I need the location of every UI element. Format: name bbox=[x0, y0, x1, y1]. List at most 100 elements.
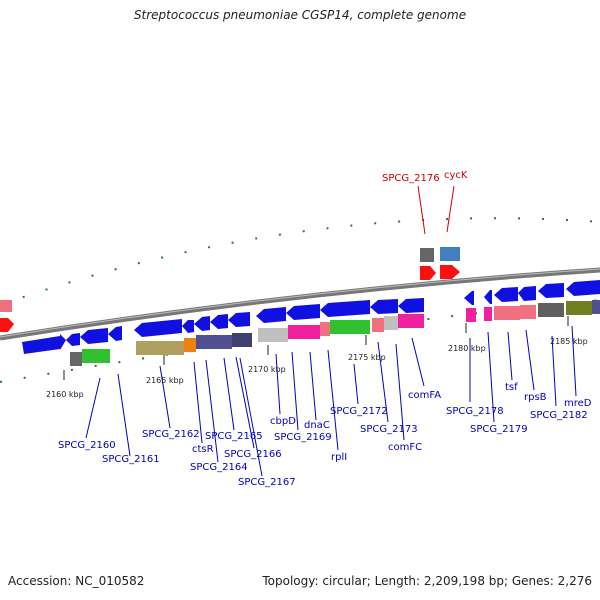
gene-arrow bbox=[134, 319, 182, 337]
genome-backbone bbox=[0, 267, 600, 341]
class-bar bbox=[384, 316, 398, 330]
leader-line bbox=[395, 343, 405, 441]
gene-arrow bbox=[0, 318, 14, 332]
leader-line bbox=[275, 353, 281, 415]
tick-label: 2165 kbp bbox=[146, 376, 184, 385]
leader-line bbox=[117, 373, 131, 457]
gene-arrow bbox=[494, 287, 518, 302]
leader-line bbox=[411, 337, 425, 387]
leader-line bbox=[223, 357, 235, 431]
gene-arrow bbox=[370, 299, 398, 314]
gene-label: SPCG_2169 bbox=[274, 432, 332, 443]
gene-label: SPCG_2178 bbox=[446, 406, 504, 417]
gene-arrow bbox=[398, 298, 424, 313]
gene-arrow bbox=[66, 333, 80, 346]
gene-arrow bbox=[538, 283, 564, 298]
leader-lines bbox=[85, 185, 577, 477]
tick-label: 2185 kbp bbox=[550, 337, 588, 346]
class-bar bbox=[0, 300, 12, 312]
gene-label: mreD bbox=[564, 398, 592, 409]
gene-label: comFC bbox=[388, 442, 422, 453]
gene-arrow bbox=[566, 280, 600, 296]
class-bar bbox=[372, 318, 384, 332]
gene-arrow bbox=[464, 291, 474, 305]
gene-label: ctsR bbox=[192, 444, 214, 455]
gene-arrow bbox=[228, 312, 250, 327]
gene-label: SPCG_2165 bbox=[205, 431, 263, 442]
class-bar bbox=[288, 325, 320, 339]
leader-line bbox=[309, 351, 317, 421]
map-title: Streptococcus pneumoniae CGSP14, complet… bbox=[133, 8, 467, 22]
gene-label: SPCG_2160 bbox=[58, 440, 116, 451]
accession-label: Accession: NC_010582 bbox=[8, 574, 145, 588]
leader-line bbox=[85, 377, 101, 439]
leader-line bbox=[205, 359, 219, 463]
gene-label: SPCG_2161 bbox=[102, 454, 160, 465]
class-bar bbox=[466, 308, 476, 322]
scale-tick-labels: 2160 kbp 2165 kbp 2170 kbp 2175 kbp 2180… bbox=[46, 337, 588, 399]
tick-label: 2170 kbp bbox=[248, 365, 286, 374]
gene-label: SPCG_2162 bbox=[142, 429, 200, 440]
class-bar bbox=[484, 307, 492, 321]
class-bar bbox=[136, 341, 184, 355]
leader-line bbox=[353, 363, 359, 405]
class-bar bbox=[320, 322, 330, 336]
gene-arrow bbox=[484, 290, 492, 304]
leader-line bbox=[446, 185, 455, 233]
class-bar bbox=[82, 349, 110, 363]
leader-line bbox=[291, 351, 299, 431]
leader-line bbox=[327, 349, 339, 451]
leader-line bbox=[239, 357, 263, 477]
leader-line bbox=[551, 335, 557, 407]
gene-label: SPCG_2176 bbox=[382, 173, 440, 184]
class-bar bbox=[538, 303, 564, 317]
forward-strand-genes bbox=[0, 247, 460, 332]
gene-arrow bbox=[182, 320, 194, 333]
class-bar bbox=[592, 300, 600, 314]
gene-arrow bbox=[108, 326, 122, 341]
gene-arrow bbox=[210, 314, 228, 329]
genome-backbone-highlight bbox=[0, 268, 600, 338]
tick-label: 2160 kbp bbox=[46, 390, 84, 399]
leader-line bbox=[571, 325, 577, 397]
class-bar bbox=[330, 320, 370, 334]
gene-label: SPCG_2173 bbox=[360, 424, 418, 435]
class-bar bbox=[494, 306, 520, 320]
gene-label: SPCG_2172 bbox=[330, 406, 388, 417]
topology-label: Topology: circular; Length: 2,209,198 bp… bbox=[262, 574, 592, 588]
functional-class-bars bbox=[70, 300, 600, 366]
gene-arrow bbox=[22, 334, 66, 354]
gene-label: SPCG_2167 bbox=[238, 477, 296, 488]
leader-line bbox=[159, 365, 171, 429]
scale-ticks bbox=[63, 316, 569, 380]
gene-label: SPCG_2182 bbox=[530, 410, 588, 421]
class-bar bbox=[398, 314, 424, 328]
tick-label: 2180 kbp bbox=[448, 344, 486, 353]
gene-label: SPCG_2166 bbox=[224, 449, 282, 460]
gene-arrow bbox=[256, 307, 286, 323]
gene-arrow bbox=[194, 316, 210, 331]
gene-label: cbpD bbox=[270, 416, 296, 427]
class-bar bbox=[232, 333, 252, 347]
gene-label: dnaC bbox=[304, 420, 330, 431]
gene-label: rpsB bbox=[524, 392, 547, 403]
gene-labels: SPCG_2176 cycK SPCG_2160 SPCG_2161 SPCG_… bbox=[58, 170, 592, 488]
class-bar bbox=[566, 301, 592, 315]
class-bar bbox=[420, 248, 434, 262]
leader-line bbox=[235, 356, 255, 449]
gene-label: SPCG_2179 bbox=[470, 424, 528, 435]
class-bar bbox=[196, 335, 232, 349]
gene-label: SPCG_2164 bbox=[190, 462, 248, 473]
gene-arrow bbox=[320, 300, 370, 317]
leader-line bbox=[417, 185, 426, 235]
leader-line bbox=[487, 331, 495, 423]
class-bar bbox=[520, 305, 536, 319]
leader-line bbox=[193, 361, 203, 444]
gene-label: rplI bbox=[331, 452, 347, 463]
gene-label: comFA bbox=[408, 390, 441, 401]
leader-line bbox=[507, 331, 513, 381]
gene-arrow bbox=[518, 286, 536, 301]
reverse-strand-genes bbox=[22, 280, 600, 354]
